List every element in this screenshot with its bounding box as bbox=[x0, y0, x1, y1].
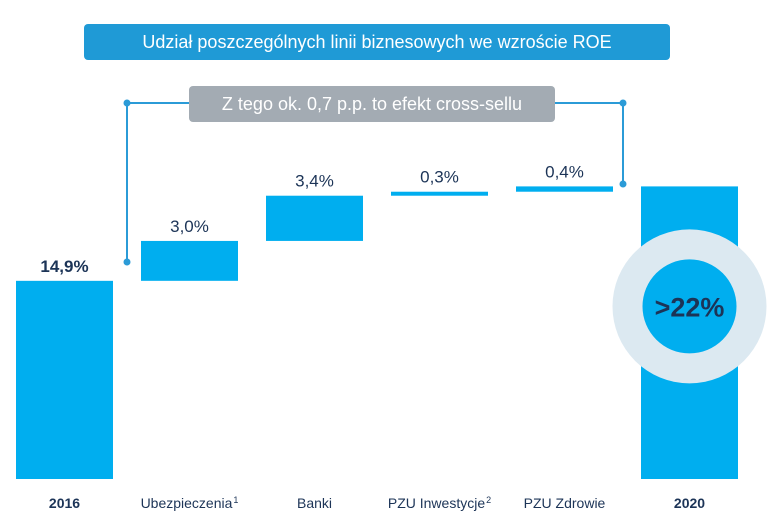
category-label: Ubezpieczenia1 bbox=[141, 495, 239, 511]
bar-ubezpieczenia bbox=[141, 240, 238, 281]
value-label: 3,0% bbox=[170, 217, 209, 236]
bar-banki bbox=[266, 195, 363, 241]
category-label: 2020 bbox=[674, 495, 705, 511]
bracket-dot bbox=[123, 258, 131, 266]
footnote-marker: 2 bbox=[486, 495, 491, 505]
bar-2016 bbox=[16, 280, 113, 479]
cross-sell-annotation: Z tego ok. 0,7 p.p. to efekt cross-sellu bbox=[189, 86, 555, 122]
bracket-dot bbox=[619, 99, 627, 107]
chart-title: Udział poszczególnych linii biznesowych … bbox=[84, 24, 670, 60]
value-label: 0,4% bbox=[545, 162, 584, 181]
category-label: 2016 bbox=[49, 495, 80, 511]
bracket-line-left bbox=[126, 102, 189, 262]
category-label: Banki bbox=[297, 495, 332, 511]
footnote-marker: 1 bbox=[233, 495, 238, 505]
value-label: >22% bbox=[655, 292, 725, 322]
bracket-dot bbox=[123, 99, 131, 107]
category-label: PZU Inwestycje2 bbox=[388, 495, 491, 511]
value-label: 14,9% bbox=[40, 257, 88, 276]
bar-pzu-inwestycje bbox=[391, 191, 488, 196]
category-label: PZU Zdrowie bbox=[524, 495, 606, 511]
value-label: 3,4% bbox=[295, 172, 334, 191]
cross-sell-bracket bbox=[123, 99, 627, 266]
bracket-dot bbox=[619, 180, 627, 188]
bar-pzu-zdrowie bbox=[516, 186, 613, 192]
highlight-disc bbox=[642, 259, 737, 354]
value-label: 0,3% bbox=[420, 168, 459, 187]
